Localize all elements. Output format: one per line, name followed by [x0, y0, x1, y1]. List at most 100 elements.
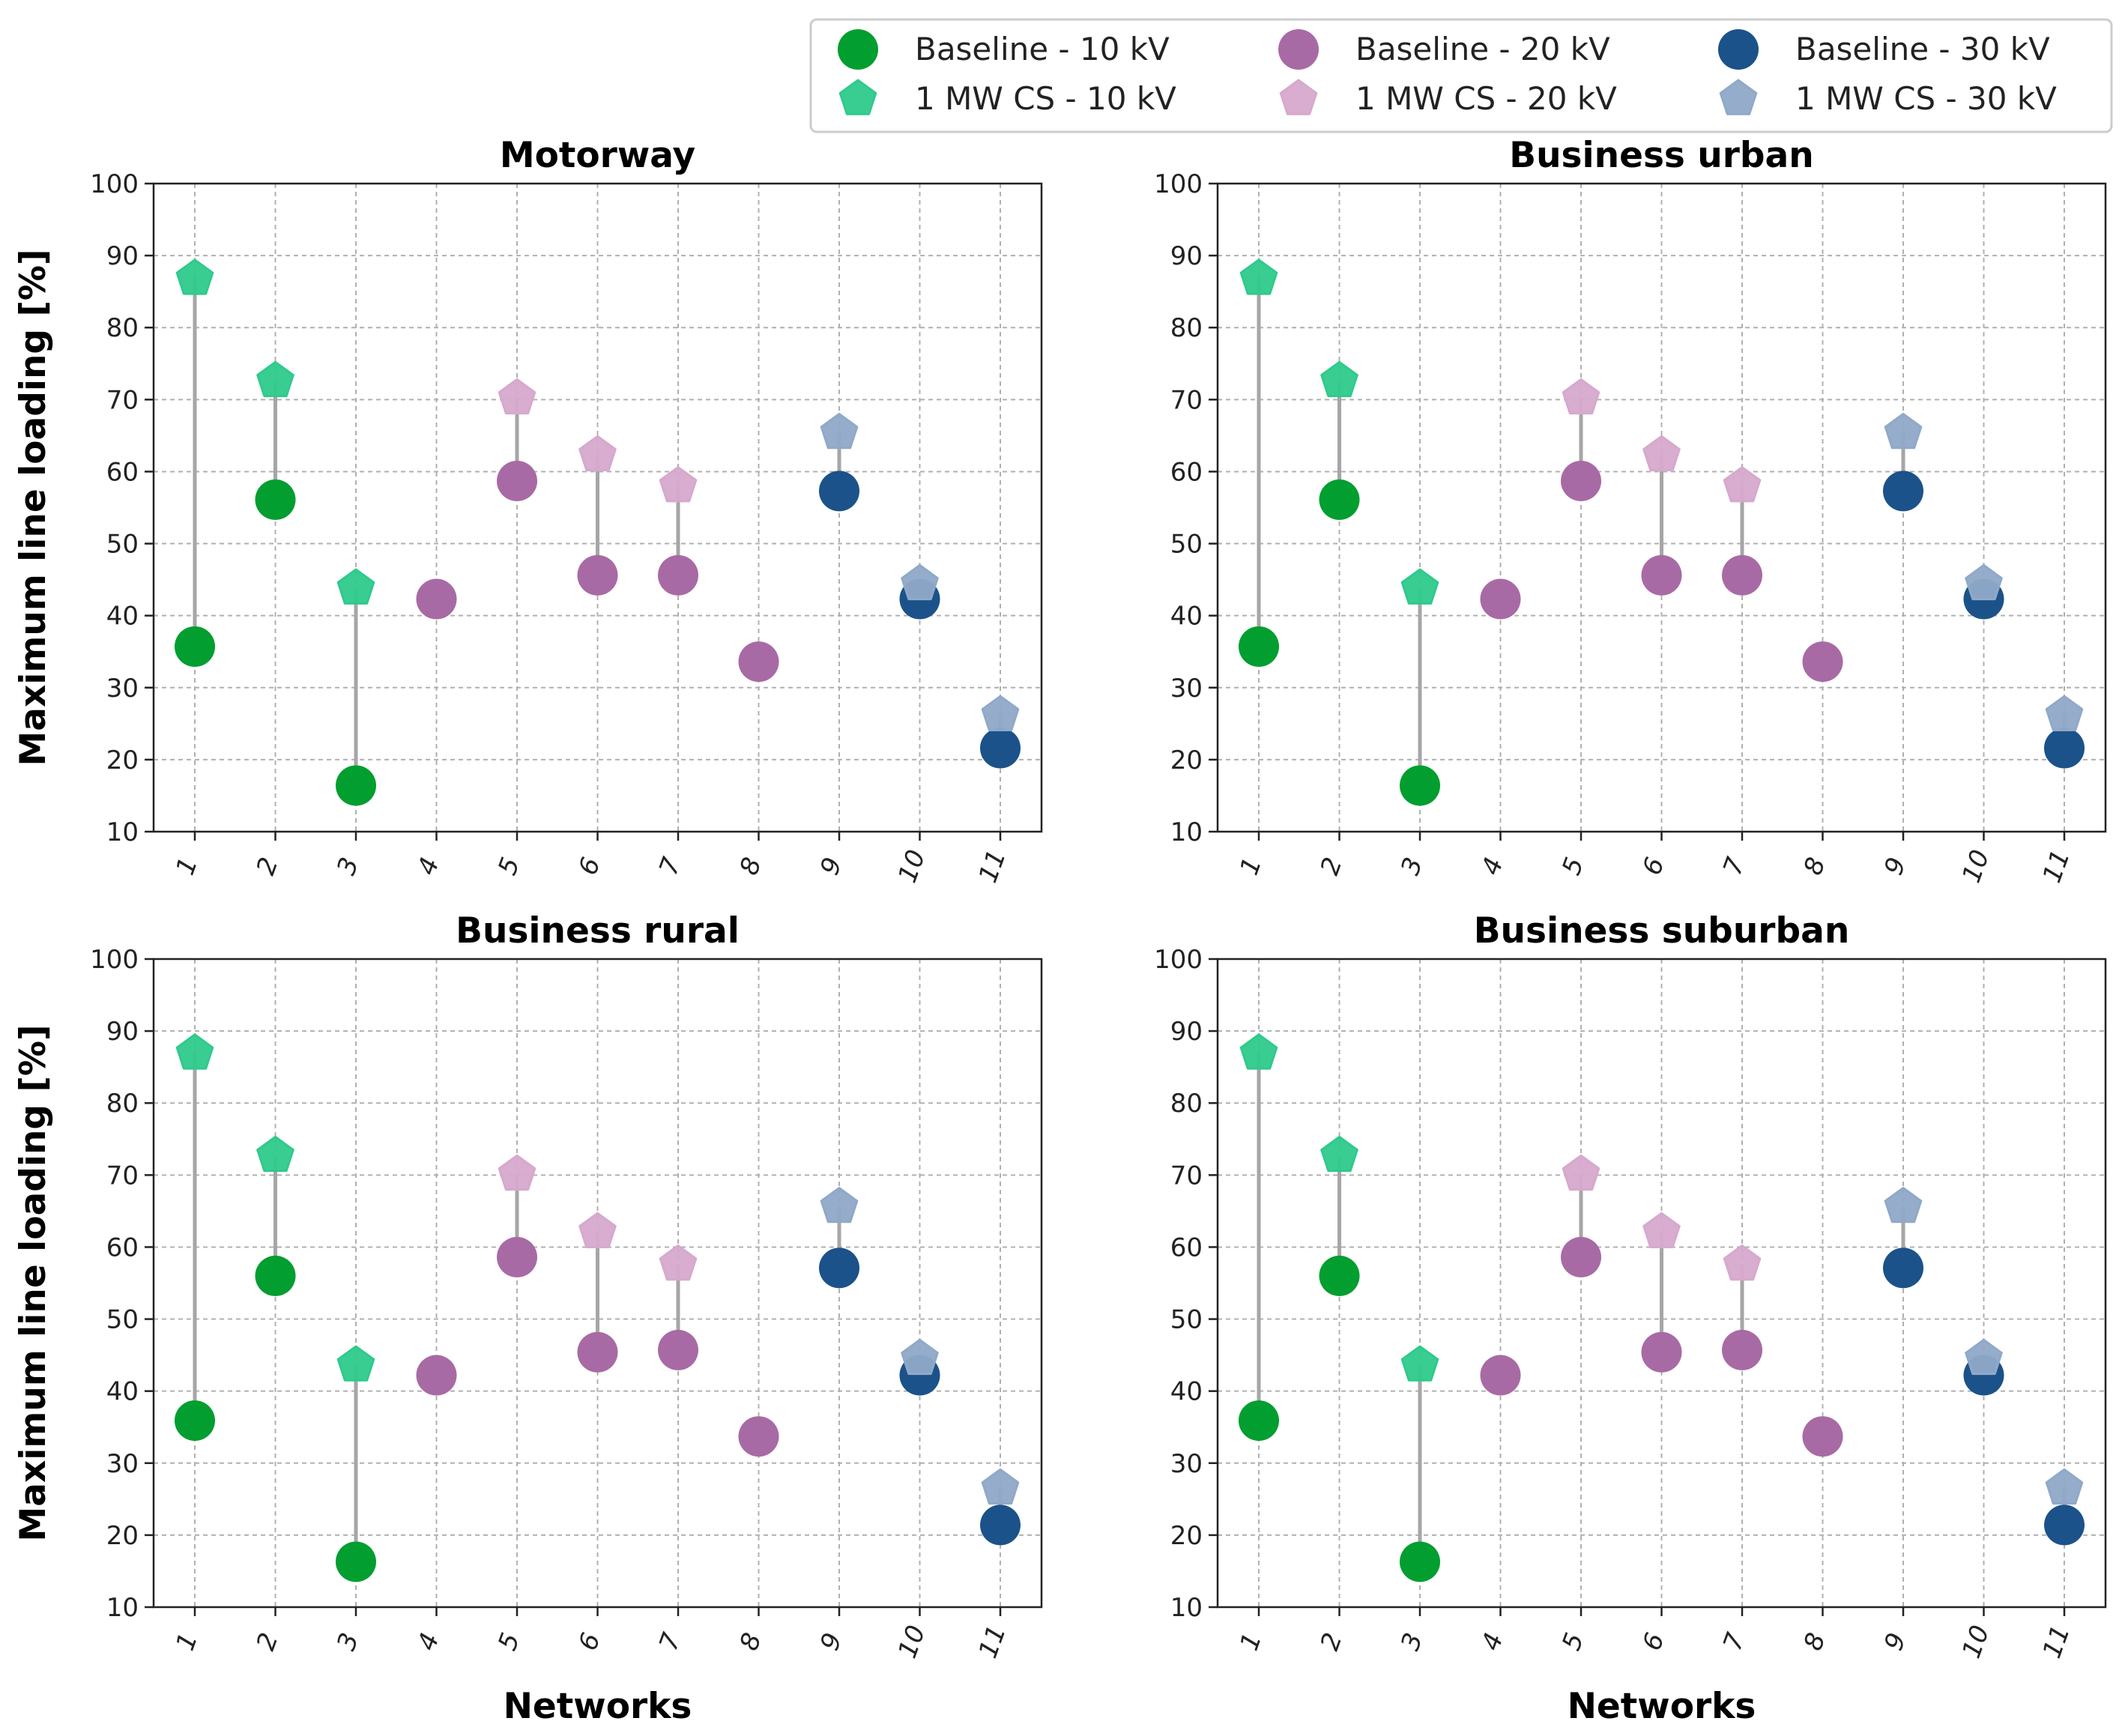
- y-tick-label: 60: [106, 1233, 139, 1262]
- y-tick-label: 40: [106, 602, 139, 632]
- cs-point-network-9: [1884, 1187, 1923, 1224]
- legend-entry-1-mw-cs-20-kv: 1 MW CS - 20 kV: [1279, 79, 1617, 117]
- x-tick-label: 10: [892, 846, 931, 886]
- y-tick-label: 10: [106, 1593, 139, 1623]
- y-axis-label: Maximum line loading [%]: [13, 1025, 54, 1542]
- legend-label-baseline-30-kv: Baseline - 30 kV: [1795, 31, 2050, 67]
- x-tick-label: 6: [1637, 1629, 1671, 1654]
- cs-point-network-7: [659, 1244, 698, 1281]
- baseline-point-network-8: [738, 1416, 779, 1457]
- baseline-point-network-2: [255, 479, 296, 520]
- y-tick-label: 40: [1170, 1377, 1203, 1407]
- baseline-point-network-3: [1400, 765, 1440, 806]
- panels: Motorway 10 20 30 40 50 60 70 80 90 100 1 2 3 4 5 6 7 8 9 10…: [13, 135, 2107, 1727]
- y-tick-label: 40: [106, 1377, 139, 1407]
- cs-point-network-2: [1320, 360, 1358, 398]
- cs-point-network-11: [2045, 695, 2084, 731]
- y-tick-label: 20: [1170, 745, 1203, 775]
- x-tick-label: 4: [1476, 1629, 1510, 1654]
- x-tick-label: 9: [1878, 1629, 1912, 1654]
- cs-point-network-9: [1884, 413, 1923, 450]
- x-tick-label: 3: [1395, 1629, 1429, 1654]
- y-tick-label: 20: [106, 745, 139, 775]
- baseline-point-network-6: [1641, 1331, 1682, 1373]
- x-tick-label: 11: [2037, 846, 2076, 886]
- y-tick-label: 50: [1170, 530, 1203, 560]
- cs-point-network-6: [578, 435, 617, 472]
- cs-point-network-7: [1723, 1244, 1762, 1281]
- cs-point-network-5: [498, 378, 536, 415]
- x-tick-label: 1: [1234, 853, 1268, 879]
- y-tick-label: 10: [1170, 817, 1203, 847]
- x-tick-label: 6: [573, 853, 607, 879]
- cs-point-network-3: [1400, 1345, 1439, 1382]
- cs-point-network-7: [1723, 466, 1762, 503]
- legend-marker-1-mw-cs-10-kv: [838, 79, 877, 115]
- y-tick-label: 10: [106, 817, 139, 847]
- baseline-point-network-9: [1883, 471, 1923, 512]
- x-tick-label: 3: [331, 853, 365, 879]
- panel-business-suburban: Business suburban 10 20 30 40 50 60 70 80 90 100 1 2…: [1154, 910, 2107, 1727]
- baseline-point-network-9: [1883, 1247, 1923, 1289]
- cs-point-network-3: [336, 568, 375, 605]
- cs-point-network-9: [820, 1187, 859, 1224]
- cs-point-network-2: [256, 360, 294, 398]
- x-tick-label: 1: [1234, 1629, 1268, 1654]
- x-tick-label: 7: [653, 1629, 687, 1654]
- y-tick-label: 90: [106, 241, 139, 271]
- y-tick-label: 60: [1170, 457, 1203, 487]
- x-tick-label: 10: [892, 1621, 931, 1662]
- cs-point-network-1: [1239, 258, 1278, 295]
- x-tick-label: 1: [170, 1629, 204, 1654]
- y-tick-label: 80: [1170, 1089, 1203, 1119]
- legend-frame: [809, 18, 2113, 133]
- y-tick-label: 50: [1170, 1305, 1203, 1335]
- legend-marker-baseline-20-kv: [1278, 29, 1319, 70]
- baseline-point-network-9: [819, 471, 859, 512]
- panel-title-business-suburban: Business suburban: [1474, 910, 1850, 952]
- x-tick-label: 4: [1476, 853, 1510, 879]
- baseline-point-network-3: [1400, 1541, 1440, 1582]
- baseline-point-network-11: [2044, 728, 2085, 769]
- x-tick-label: 7: [1717, 1629, 1751, 1654]
- baseline-point-network-3: [336, 1541, 376, 1582]
- legend-entry-1-mw-cs-30-kv: 1 MW CS - 30 kV: [1719, 79, 2057, 117]
- x-tick-label: 11: [2037, 1621, 2076, 1662]
- x-tick-label: 2: [1315, 1629, 1349, 1654]
- baseline-point-network-5: [1561, 460, 1601, 501]
- cs-point-network-6: [578, 1212, 617, 1248]
- x-tick-label: 10: [1956, 846, 1995, 886]
- x-tick-label: 8: [1798, 853, 1832, 879]
- baseline-point-network-1: [175, 626, 215, 667]
- x-tick-label: 6: [573, 1629, 607, 1654]
- y-tick-label: 50: [106, 530, 139, 560]
- cs-point-network-11: [2045, 1468, 2084, 1505]
- legend-marker-baseline-30-kv: [1718, 29, 1759, 70]
- legend: Baseline - 10 kV 1 MW CS - 10 kV Baseline …: [809, 18, 2113, 133]
- baseline-point-network-2: [1319, 1255, 1360, 1296]
- cs-point-network-1: [175, 258, 214, 295]
- y-tick-label: 90: [1170, 241, 1203, 271]
- cs-point-network-5: [1562, 378, 1600, 415]
- baseline-point-network-2: [1319, 479, 1360, 520]
- x-tick-label: 1: [170, 853, 204, 879]
- baseline-point-network-11: [980, 728, 1021, 769]
- legend-label-1-mw-cs-10-kv: 1 MW CS - 10 kV: [915, 80, 1176, 117]
- y-tick-label: 90: [106, 1017, 139, 1047]
- baseline-point-network-1: [175, 1400, 215, 1442]
- y-tick-label: 20: [106, 1521, 139, 1551]
- y-tick-label: 80: [106, 313, 139, 343]
- cs-point-network-6: [1642, 435, 1681, 472]
- y-tick-label: 80: [1170, 313, 1203, 343]
- legend-entry-baseline-10-kv: Baseline - 10 kV: [838, 29, 1170, 70]
- baseline-point-network-6: [1641, 554, 1682, 596]
- x-tick-label: 2: [251, 853, 285, 879]
- legend-entry-baseline-30-kv: Baseline - 30 kV: [1718, 29, 2050, 70]
- legend-marker-1-mw-cs-30-kv: [1719, 79, 1758, 115]
- x-tick-label: 7: [653, 853, 687, 879]
- cs-point-network-11: [981, 695, 1020, 731]
- legend-label-1-mw-cs-20-kv: 1 MW CS - 20 kV: [1355, 80, 1617, 117]
- baseline-point-network-1: [1239, 626, 1279, 667]
- baseline-point-network-5: [497, 1236, 537, 1277]
- panel-motorway: Motorway 10 20 30 40 50 60 70 80 90 100 1 2 3 4 5 6 7 8 9 10…: [13, 135, 1043, 886]
